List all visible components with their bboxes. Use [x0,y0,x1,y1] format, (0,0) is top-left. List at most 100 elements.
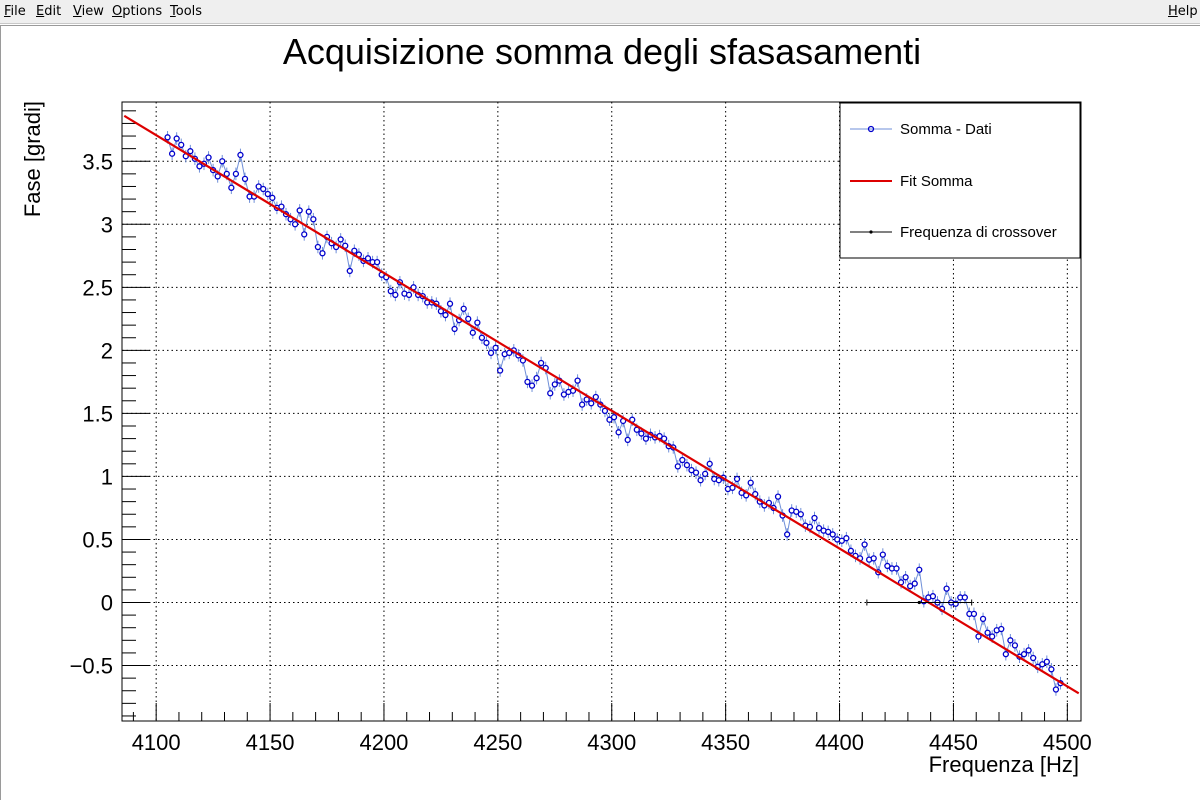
x-tick-label: 4400 [815,730,864,755]
data-point [574,377,581,384]
data-point [697,477,704,484]
data-point [747,479,754,486]
data-point [907,582,914,590]
data-point [829,531,836,538]
data-point [260,185,267,193]
chart-title: Acquisizione somma degli sfasasamenti [283,31,921,72]
data-point [1043,658,1050,665]
data-point [168,150,176,157]
data-point [1025,647,1032,654]
data-point [223,170,230,178]
legend-label-somma: Somma - Dati [900,121,992,138]
legend[interactable]: Somma - Dati Fit Somma Frequenza di cros… [839,102,1081,259]
x-tick-label: 4100 [132,730,181,755]
x-tick-label: 4300 [587,730,636,755]
data-point [701,470,709,478]
data-point [642,435,650,442]
data-point [1020,651,1028,658]
menu-tools[interactable]: Tools [170,4,203,19]
data-point [465,315,472,322]
data-point [496,367,504,374]
axis-ticks [122,110,1068,721]
root-canvas[interactable]: Acquisizione somma degli sfasasamenti 41… [0,25,1200,800]
x-tick-labels: 4100 4150 4200 4250 4300 4350 4400 4450 4500 [132,730,1092,755]
y-tick-label: 0 [101,590,113,615]
data-point [214,173,221,180]
data-point [446,300,454,307]
x-tick-label: 4150 [246,730,295,755]
menu-bar: File Edit View Options Tools Help [0,0,1200,24]
data-point [1007,637,1014,644]
data-point [314,243,322,251]
data-point [187,148,194,155]
data-point [487,349,495,357]
data-point [301,231,308,238]
data-point [683,461,691,469]
data-point [884,562,891,570]
x-tick-label: 4200 [359,730,408,755]
fit-line [123,114,1080,695]
data-point [460,305,467,312]
data-point [1002,651,1009,658]
data-point [405,291,413,299]
data-point [984,629,991,636]
data-point [783,531,791,538]
data-point [237,151,244,159]
menu-help[interactable]: Help [1168,4,1198,19]
legend-label-fit: Fit Somma [900,173,973,190]
menu-view[interactable]: View [73,4,104,19]
data-point [219,158,226,165]
data-point [729,484,736,491]
data-point [319,250,326,257]
y-tick-label: 1.5 [82,401,113,426]
menu-edit[interactable]: Edit [36,4,62,19]
data-point [970,610,978,617]
chart-svg[interactable]: Acquisizione somma degli sfasasamenti 41… [1,26,1200,800]
data-point [310,216,317,223]
y-tick-label: 3.5 [82,149,113,174]
data-point [547,390,554,397]
data-point [688,466,695,474]
data-point [633,426,640,433]
data-point [492,344,499,351]
data-point [911,580,918,587]
data-point [392,291,399,299]
data-point [551,381,558,388]
x-tick-label: 4450 [929,730,978,755]
data-point [811,514,818,522]
x-axis-label: Frequenza [Hz] [929,752,1079,777]
data-point [373,258,381,266]
menu-options[interactable]: Options [112,4,163,19]
data-point [715,477,722,484]
data-point [943,585,950,592]
menu-file[interactable]: File [4,4,26,19]
data-point [815,524,823,532]
data-point [346,267,353,275]
data-point [1048,666,1055,673]
data-point [624,436,631,444]
data-point [592,393,599,401]
data-point [364,255,372,262]
data-point [679,456,686,464]
data-point [342,242,349,249]
data-point [793,508,800,515]
y-tick-label: −0.5 [70,654,113,679]
data-point [843,535,850,542]
x-tick-label: 4250 [473,730,522,755]
data-point [469,329,476,336]
data-point [929,593,937,600]
data-point [797,511,804,518]
data-point [442,311,449,319]
fit-series [123,114,1080,695]
data-point [989,633,996,640]
data-point [588,400,595,407]
data-point [506,349,513,357]
data-point [1011,642,1019,649]
data-point [601,407,609,415]
data-point [774,493,782,500]
data-point [583,396,590,403]
data-point [1030,654,1037,662]
plot-frame [121,101,1082,722]
data-point [902,574,909,581]
data-point [528,382,536,389]
